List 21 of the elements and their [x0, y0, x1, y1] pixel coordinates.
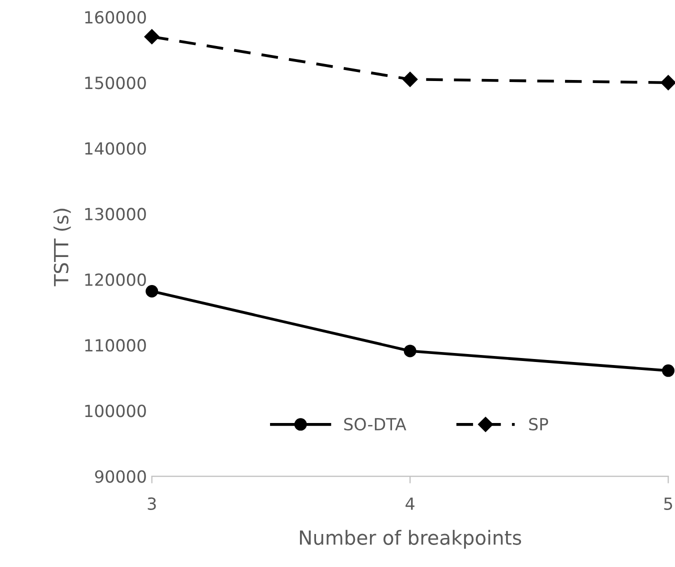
y-tick-label: 120000	[85, 273, 146, 286]
y-tick-label: 150000	[85, 76, 146, 90]
x-tick-label: 3	[148, 497, 156, 510]
point	[146, 285, 158, 298]
y-tick-label: 90000	[95, 470, 146, 483]
legend-label: SO-DTA	[344, 418, 406, 430]
point	[402, 72, 418, 87]
y-tick-label: 110000	[85, 339, 146, 352]
point	[144, 29, 160, 44]
y-tick-label: 160000	[85, 10, 146, 24]
x-tick-label: 4	[406, 498, 414, 510]
point	[662, 364, 674, 377]
y-tick-label: 130000	[85, 208, 146, 220]
x-axis-title: Number of breakpoints	[300, 530, 522, 549]
legend-label: SP	[529, 418, 548, 430]
y-axis-title: TSTT (s)	[53, 208, 71, 286]
point	[404, 344, 416, 358]
x-tick-label: 5	[664, 498, 672, 510]
point	[660, 75, 675, 90]
y-tick-label: 140000	[85, 142, 146, 155]
y-tick-label: 100000	[85, 404, 146, 418]
